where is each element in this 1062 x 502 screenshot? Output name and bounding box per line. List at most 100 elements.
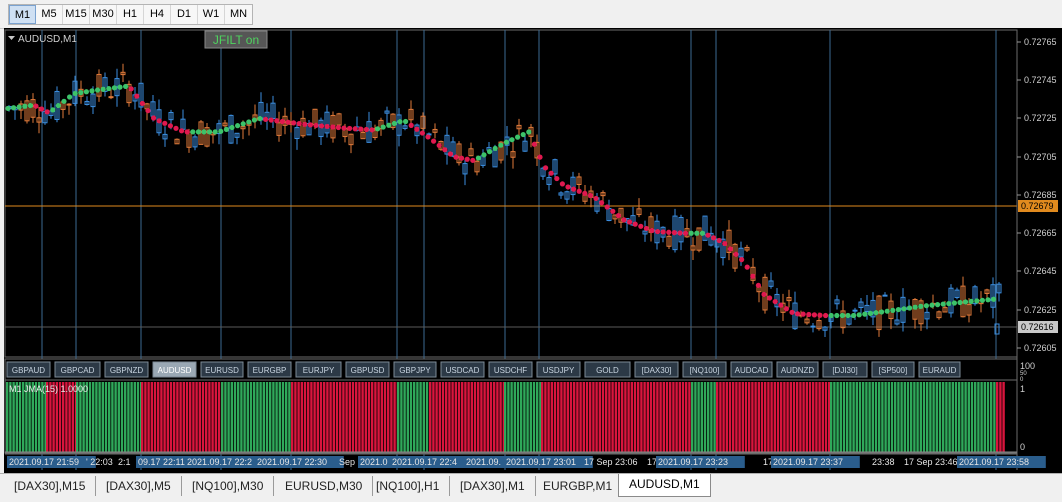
- symbol-button-sp500[interactable]: [SP500]: [871, 361, 915, 378]
- jma-dot: [459, 155, 465, 161]
- histogram-bar: [291, 382, 294, 452]
- jma-dot: [106, 85, 112, 92]
- jma-dot: [901, 306, 907, 312]
- time-label-text: 2021.09.17 23:01: [506, 457, 576, 467]
- tab-dax30-m5[interactable]: [DAX30],M5: [96, 476, 182, 496]
- symbol-button-audnzd[interactable]: AUDNZD: [776, 361, 819, 378]
- symbol-button-audusd[interactable]: AUDUSD: [152, 361, 197, 378]
- price-tick: 0.72605: [1024, 343, 1057, 353]
- histogram-bar: [516, 382, 520, 452]
- candle-body: [942, 307, 948, 313]
- histogram-bar: [217, 382, 221, 452]
- jma-dot: [711, 235, 717, 241]
- histogram-bar: [240, 382, 243, 452]
- symbol-button-dax30[interactable]: [DAX30]: [634, 361, 679, 378]
- jma-dot: [408, 122, 414, 128]
- tab-dax30-m1[interactable]: [DAX30],M1: [450, 476, 536, 496]
- jma-dot: [380, 124, 386, 130]
- histogram-bar: [598, 382, 601, 452]
- jma-dot: [940, 301, 946, 307]
- histogram-bar: [117, 382, 120, 452]
- main-price-pane[interactable]: [4, 29, 1018, 358]
- tab-dax30-m15[interactable]: [DAX30],M15: [4, 476, 97, 496]
- time-label: Sep: [339, 457, 355, 467]
- candle-body: [348, 133, 354, 146]
- time-label-text: 2021.09.: [466, 457, 501, 467]
- jma-dot: [604, 204, 610, 210]
- jma-dot: [985, 297, 991, 303]
- jma-dot: [688, 230, 694, 236]
- symbol-button-gbpcad[interactable]: GBPCAD: [54, 361, 101, 378]
- chart-window[interactable]: AUDUSD,M1 JFILT on 0.72765 0.72745 0.727…: [4, 28, 1062, 473]
- histogram-bar: [114, 382, 117, 452]
- candle-body: [858, 301, 864, 309]
- tab-audusd-m1[interactable]: AUDUSD,M1: [618, 474, 711, 497]
- symbol-button-usdcad[interactable]: USDCAD: [440, 361, 485, 378]
- histogram-bar: [595, 382, 598, 452]
- jma-dot: [39, 106, 45, 112]
- histogram-bar: [862, 382, 865, 452]
- symbol-button-gbpusd[interactable]: GBPUSD: [345, 361, 390, 378]
- tab-nq100-h1[interactable]: [NQ100],H1: [366, 476, 451, 496]
- candle-body: [240, 126, 246, 130]
- tab-eurgbp-m1[interactable]: EURGBP,M1: [533, 476, 624, 496]
- histogram-bar: [532, 382, 536, 452]
- jfilt-toggle-button[interactable]: JFILT on: [204, 30, 268, 49]
- histogram-bar: [480, 382, 483, 452]
- symbol-button-eurgbp[interactable]: EURGBP: [247, 361, 292, 378]
- symbol-button-eurjpy[interactable]: EURJPY: [295, 361, 342, 378]
- timeframe-mn-button[interactable]: MN: [229, 8, 248, 20]
- histogram-bar: [310, 382, 313, 452]
- jma-dot: [918, 303, 924, 309]
- jma-dot: [235, 123, 241, 129]
- candle-body: [804, 318, 810, 324]
- tab-nq100-m30[interactable]: [NQ100],M30: [182, 476, 275, 496]
- histogram-bar: [887, 382, 890, 452]
- timeframe-m1-button[interactable]: M1: [9, 5, 36, 24]
- candle-body: [882, 294, 888, 297]
- histogram-bar: [675, 382, 678, 452]
- symbol-button-dji30[interactable]: [DJI30]: [822, 361, 868, 378]
- symbol-button-usdchf[interactable]: USDCHF: [488, 361, 533, 378]
- candle-body: [468, 148, 474, 157]
- timeframe-m15-button[interactable]: M15: [63, 5, 90, 24]
- jma-dot: [425, 134, 431, 140]
- timeframe-w1-button[interactable]: W1: [198, 5, 225, 24]
- symbol-button-euraud[interactable]: EURAUD: [918, 361, 961, 378]
- histogram-bar: [249, 382, 253, 452]
- histogram-bar: [751, 382, 754, 452]
- histogram-bar: [1002, 382, 1005, 452]
- histogram-bar: [541, 382, 544, 452]
- symbol-button-gold[interactable]: GOLD: [584, 361, 631, 378]
- timeframe-d1-button[interactable]: D1: [171, 5, 198, 24]
- time-label: 2021.09.17 22:2: [185, 456, 269, 468]
- candle-body: [600, 192, 606, 197]
- symbol-button-gbpnzd[interactable]: GBPNZD: [104, 361, 149, 378]
- histogram-bar: [150, 382, 153, 452]
- histogram-bar: [205, 382, 208, 452]
- time-label-text: 2:1: [118, 457, 131, 467]
- tab-eurusd-m30[interactable]: EURUSD,M30: [275, 476, 374, 496]
- collapse-triangle-icon[interactable]: [8, 36, 15, 40]
- histogram-bar: [367, 382, 371, 452]
- histogram-bar: [643, 382, 646, 452]
- timeframe-m5-button[interactable]: M5: [36, 5, 63, 24]
- symbol-button-gbpaud[interactable]: GBPAUD: [6, 361, 51, 378]
- symbol-button-usdjpy[interactable]: USDJPY: [536, 361, 581, 378]
- timeframe-h1-button[interactable]: H1: [117, 5, 144, 24]
- histogram-bar: [732, 382, 735, 452]
- symbol-button-audcad[interactable]: AUDCAD: [730, 361, 773, 378]
- timeframe-m30-button[interactable]: M30: [90, 5, 117, 24]
- candle-body: [864, 304, 870, 312]
- symbol-button-gbpjpy[interactable]: GBPJPY: [393, 361, 437, 378]
- histogram-bar: [253, 382, 256, 452]
- histogram-bar: [802, 382, 805, 452]
- symbol-button-eurusd[interactable]: EURUSD: [200, 361, 244, 378]
- histogram-bar: [656, 382, 659, 452]
- symbol-button-nq100[interactable]: [NQ100]: [682, 361, 727, 378]
- histogram-bar: [792, 382, 796, 452]
- timeframe-h4-button[interactable]: H4: [144, 5, 171, 24]
- histogram-bar: [34, 382, 38, 452]
- candle-body: [936, 311, 942, 319]
- candle-body: [546, 177, 552, 185]
